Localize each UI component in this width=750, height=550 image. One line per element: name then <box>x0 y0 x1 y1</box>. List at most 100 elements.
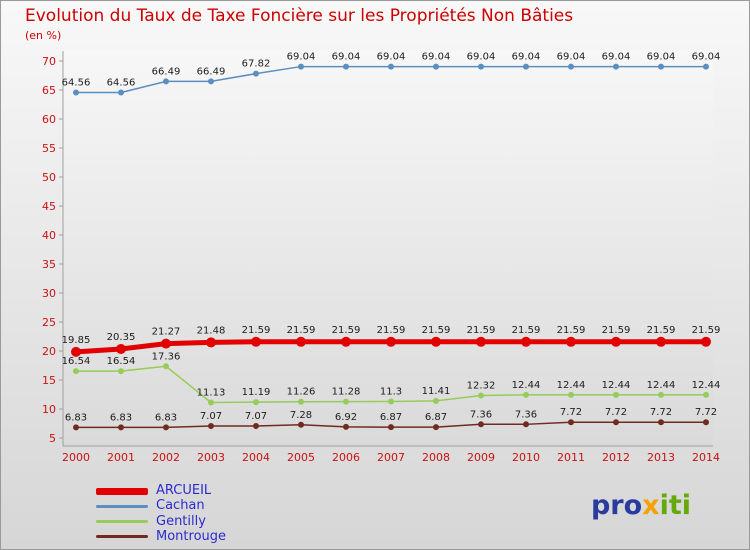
series-point-montrouge <box>658 419 664 426</box>
series-point-arcueil <box>341 336 351 347</box>
legend-swatch <box>96 535 148 539</box>
series-point-gentilly <box>118 368 124 375</box>
series-point-cachan <box>343 63 349 70</box>
data-label-arcueil: 21.59 <box>512 325 541 336</box>
series-point-montrouge <box>298 421 304 428</box>
series-point-arcueil <box>476 336 486 347</box>
series-point-montrouge <box>388 424 394 431</box>
data-label-montrouge: 6.92 <box>335 412 357 423</box>
series-point-arcueil <box>656 336 666 347</box>
legend-swatch <box>96 504 148 508</box>
series-point-montrouge <box>253 422 259 429</box>
series-point-montrouge <box>478 421 484 428</box>
chart-subtitle: (en %) <box>25 29 62 42</box>
data-label-cachan: 66.49 <box>152 66 181 77</box>
data-label-cachan: 69.04 <box>332 52 361 63</box>
series-point-cachan <box>703 63 709 70</box>
series-point-arcueil <box>386 336 396 347</box>
y-tick-label: 50 <box>42 171 56 184</box>
y-tick-label: 30 <box>42 287 56 300</box>
y-tick-label: 45 <box>42 200 56 213</box>
series-point-montrouge <box>433 424 439 431</box>
legend-item-gentilly: Gentilly <box>96 513 226 529</box>
x-tick-label: 2001 <box>107 451 135 464</box>
legend-swatch <box>96 520 148 524</box>
data-label-montrouge: 6.83 <box>110 412 132 423</box>
legend-item-cachan: Cachan <box>96 499 226 513</box>
series-point-cachan <box>298 63 304 70</box>
data-label-cachan: 69.04 <box>602 52 631 63</box>
data-label-gentilly: 12.44 <box>647 380 676 391</box>
series-point-montrouge <box>523 421 529 428</box>
data-label-cachan: 64.56 <box>107 78 136 89</box>
x-tick-label: 2009 <box>467 451 495 464</box>
data-label-montrouge: 6.83 <box>155 412 177 423</box>
data-label-gentilly: 12.32 <box>467 381 496 392</box>
data-label-cachan: 67.82 <box>242 59 271 70</box>
logo-text-iti: iti <box>659 490 691 521</box>
data-label-cachan: 69.04 <box>557 52 586 63</box>
data-label-gentilly: 11.3 <box>380 386 402 397</box>
series-point-arcueil <box>161 338 171 349</box>
series-point-cachan <box>163 78 169 85</box>
series-point-cachan <box>568 63 574 70</box>
data-label-gentilly: 11.19 <box>242 387 271 398</box>
series-point-montrouge <box>703 419 709 426</box>
series-point-arcueil <box>611 336 621 347</box>
legend-label: Montrouge <box>156 528 227 544</box>
series-point-gentilly <box>343 398 349 405</box>
line-chart: 5 10 15 20 25 30 35 40 45 50 55 60 65 70 2000 2001 2002 2… <box>42 51 721 464</box>
data-label-cachan: 69.04 <box>647 52 676 63</box>
logo-text-x: x <box>642 490 660 521</box>
series-point-gentilly <box>613 391 619 398</box>
legend-label: Gentilly <box>156 513 206 529</box>
data-label-cachan: 69.04 <box>287 52 316 63</box>
proxiti-logo: proxiti <box>591 490 691 521</box>
data-label-gentilly: 16.54 <box>107 356 136 367</box>
data-label-cachan: 64.56 <box>62 78 91 89</box>
data-label-arcueil: 20.35 <box>107 332 136 343</box>
data-label-montrouge: 6.83 <box>65 412 87 423</box>
data-label-cachan: 69.04 <box>467 52 496 63</box>
data-label-montrouge: 7.72 <box>695 407 717 418</box>
series-point-cachan <box>118 89 124 96</box>
series-point-cachan <box>73 89 79 96</box>
series-point-gentilly <box>523 391 529 398</box>
y-tick-label: 60 <box>42 113 56 126</box>
page-title: Evolution du Taux de Taxe Foncière sur l… <box>25 6 574 26</box>
data-label-gentilly: 11.41 <box>422 386 451 397</box>
data-label-gentilly: 11.13 <box>197 387 226 398</box>
x-tick-label: 2005 <box>287 451 315 464</box>
data-label-gentilly: 12.44 <box>602 380 631 391</box>
data-label-gentilly: 12.44 <box>557 380 586 391</box>
data-label-montrouge: 7.07 <box>200 411 222 422</box>
series-point-arcueil <box>296 336 306 347</box>
series-point-montrouge <box>208 422 214 429</box>
series-point-arcueil <box>521 336 531 347</box>
series-point-gentilly <box>388 398 394 405</box>
data-label-montrouge: 6.87 <box>380 412 402 423</box>
series-point-cachan <box>388 63 394 70</box>
data-label-cachan: 69.04 <box>692 52 721 63</box>
x-tick-label: 2014 <box>692 451 720 464</box>
data-label-arcueil: 21.59 <box>287 325 316 336</box>
data-label-arcueil: 21.59 <box>692 325 721 336</box>
y-tick-label: 35 <box>42 258 56 271</box>
series-point-gentilly <box>253 399 259 406</box>
data-label-gentilly: 12.44 <box>692 380 721 391</box>
data-label-cachan: 69.04 <box>377 52 406 63</box>
x-tick-label: 2000 <box>62 451 90 464</box>
y-tick-label: 5 <box>49 432 56 445</box>
series-point-cachan <box>523 63 529 70</box>
data-label-montrouge: 7.36 <box>515 409 537 420</box>
series-point-montrouge <box>118 424 124 431</box>
x-tick-label: 2002 <box>152 451 180 464</box>
data-label-arcueil: 21.59 <box>602 325 631 336</box>
data-label-montrouge: 7.72 <box>605 407 627 418</box>
y-tick-label: 15 <box>42 374 56 387</box>
y-tick-label: 20 <box>42 345 56 358</box>
data-label-arcueil: 21.59 <box>377 325 406 336</box>
data-label-arcueil: 21.27 <box>152 327 181 338</box>
y-tick-label: 65 <box>42 84 56 97</box>
series-point-cachan <box>613 63 619 70</box>
